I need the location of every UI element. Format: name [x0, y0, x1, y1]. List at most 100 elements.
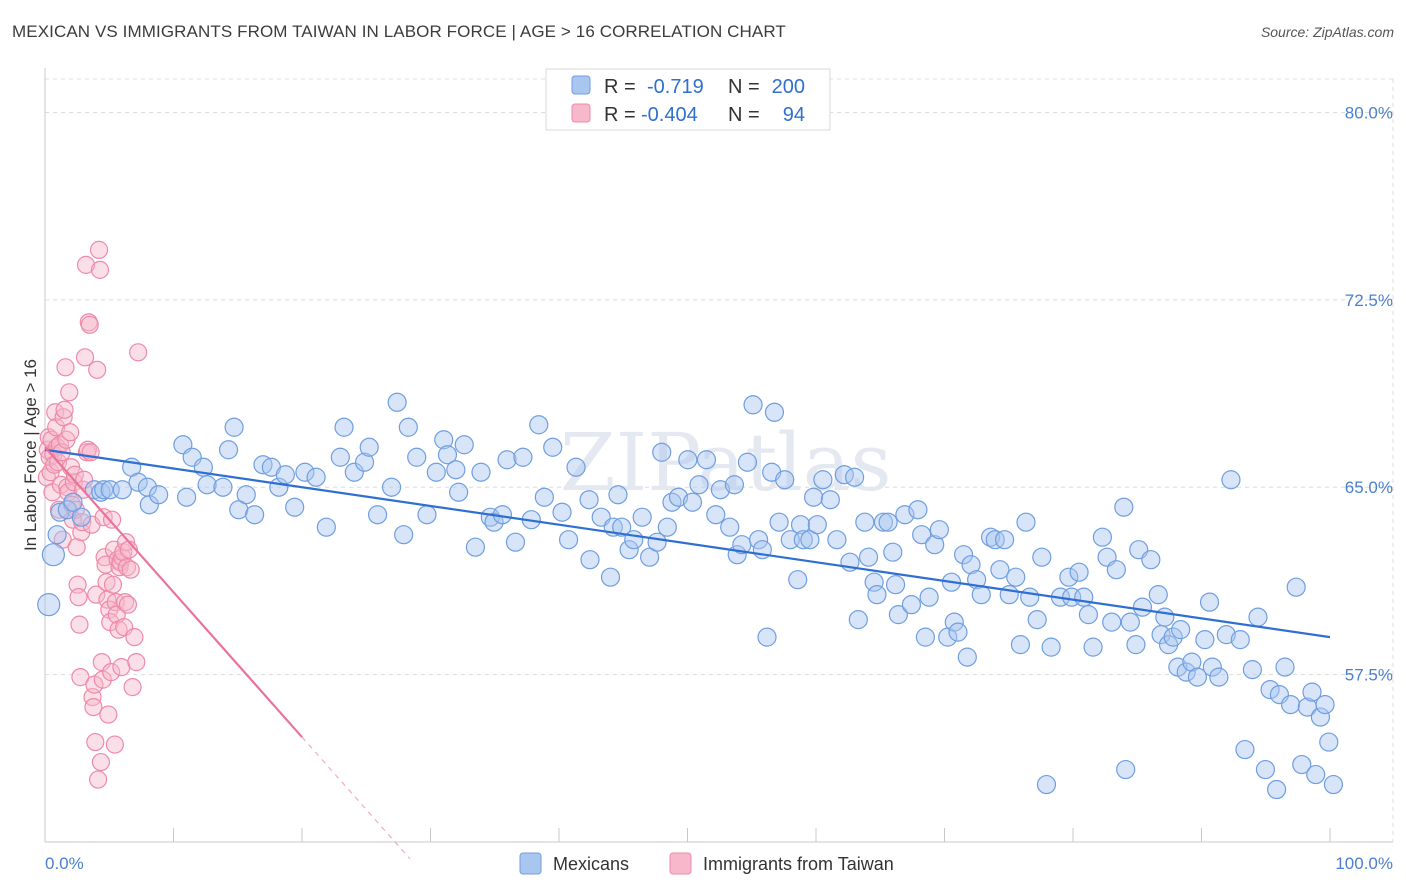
- taiwan-point-42: [76, 255, 96, 274]
- mexicans-point-45: [398, 417, 418, 437]
- mexicans-point-147: [994, 530, 1015, 550]
- mexicans-point-195: [1255, 759, 1276, 780]
- mexicans-point-81: [652, 442, 672, 462]
- legend-swatch-taiwan: [571, 103, 591, 123]
- mexicans-point-110: [807, 515, 827, 535]
- mexicans-point-161: [1074, 587, 1094, 607]
- x-tick-label-min: 0.0%: [45, 854, 84, 873]
- taiwan-point-20: [56, 358, 75, 377]
- legend-n-value-2: 94: [783, 104, 805, 126]
- taiwan-point-10: [47, 418, 66, 437]
- mexicans-point-107: [793, 530, 813, 550]
- mexicans-point-23: [218, 440, 239, 460]
- mexicans-point-193: [1242, 660, 1262, 680]
- mexicans-point-82: [657, 517, 677, 537]
- legend-bottom-label-mexicans: Mexicans: [553, 854, 629, 874]
- mexicans-point-33: [295, 462, 315, 482]
- mexicans-point-177: [1155, 607, 1175, 627]
- taiwan-point-35: [70, 615, 89, 634]
- mexicans-point-140: [957, 647, 977, 667]
- mexicans-point-9: [94, 480, 114, 500]
- taiwan-point-46: [80, 315, 99, 334]
- legend-top: R = -0.719 N = 200 R = -0.404 N = 94: [545, 68, 831, 131]
- mexicans-point-5: [63, 492, 83, 512]
- mexicans-point-197: [1267, 779, 1287, 800]
- mexicans-point-105: [788, 570, 808, 590]
- mexicans-point-109: [803, 487, 824, 507]
- legend-n-label-1: N =: [728, 76, 760, 98]
- mexicans-point-160: [1069, 562, 1089, 582]
- mexicans-point-88: [696, 450, 717, 470]
- taiwan-point-56: [89, 240, 109, 259]
- mexicans-point-21: [197, 475, 217, 495]
- mexicans-point-119: [858, 547, 879, 567]
- mexicans-point-174: [1141, 550, 1161, 570]
- taiwan-point-91: [125, 628, 144, 647]
- taiwan-point-70: [102, 510, 122, 529]
- mexicans-point-78: [632, 507, 652, 527]
- taiwan-point-19: [55, 400, 74, 419]
- taiwan-point-66: [99, 705, 118, 724]
- mexicans-point-129: [908, 500, 928, 520]
- legend-bottom-label-taiwan: Immigrants from Taiwan: [703, 854, 894, 874]
- mexicans-point-122: [873, 512, 894, 532]
- series-mexicans-points: [37, 392, 1344, 800]
- mexicans-point-133: [925, 535, 945, 555]
- mexicans-point-91: [720, 517, 740, 537]
- mexicans-point-168: [1114, 497, 1134, 517]
- taiwan-point-30: [65, 465, 84, 484]
- mexicans-point-2: [47, 525, 67, 545]
- mexicans-point-13: [128, 472, 148, 492]
- mexicans-point-192: [1235, 739, 1255, 760]
- taiwan-point-89: [121, 560, 140, 579]
- mexicans-point-75: [612, 517, 632, 537]
- mexicans-point-42: [381, 477, 402, 497]
- mexicans-point-201: [1286, 577, 1306, 597]
- taiwan-point-18: [54, 408, 73, 427]
- mexicans-point-1: [41, 543, 65, 567]
- y-tick-label-2: 72.5%: [1345, 291, 1393, 310]
- mexicans-point-154: [1032, 547, 1052, 567]
- mexicans-point-132: [919, 587, 939, 607]
- taiwan-point-93: [129, 343, 148, 362]
- mexicans-point-190: [1221, 470, 1241, 490]
- mexicans-point-47: [417, 505, 437, 525]
- mexicans-point-116: [844, 467, 865, 487]
- mexicans-point-150: [1010, 635, 1031, 655]
- mexicans-point-74: [608, 485, 628, 505]
- mexicans-point-39: [354, 452, 375, 472]
- mexicans-point-166: [1102, 612, 1122, 632]
- taiwan-point-58: [91, 752, 110, 772]
- mexicans-point-40: [359, 437, 379, 457]
- mexicans-point-196: [1260, 679, 1280, 700]
- mexicans-point-137: [944, 612, 964, 632]
- mexicans-point-128: [901, 595, 922, 615]
- mexicans-point-111: [813, 470, 833, 490]
- mexicans-point-204: [1302, 682, 1322, 702]
- mexicans-point-124: [883, 542, 903, 562]
- mexicans-point-77: [624, 530, 644, 550]
- legend-r-label-2: R =: [604, 104, 636, 126]
- mexicans-point-32: [285, 497, 305, 517]
- taiwan-point-87: [118, 595, 138, 614]
- mexicans-point-36: [330, 447, 350, 467]
- mexicans-point-35: [316, 517, 336, 537]
- mexicans-point-113: [827, 530, 847, 550]
- trend-line-taiwan-extension: [301, 736, 411, 860]
- mexicans-point-170: [1120, 612, 1140, 632]
- mexicans-point-138: [948, 622, 968, 642]
- mexicans-point-61: [513, 447, 533, 467]
- legend-swatch-mexicans: [571, 75, 591, 95]
- taiwan-point-44: [78, 440, 97, 459]
- mexicans-point-92: [724, 475, 745, 495]
- y-tick-labels: 57.5% 65.0% 72.5% 80.0%: [1345, 103, 1393, 684]
- mexicans-point-164: [1092, 527, 1112, 547]
- mexicans-point-63: [529, 415, 549, 435]
- mexicans-point-52: [449, 482, 469, 502]
- mexicans-point-156: [1041, 637, 1061, 657]
- mexicans-point-104: [780, 530, 800, 550]
- mexicans-point-60: [505, 532, 526, 552]
- mexicans-point-182: [1176, 662, 1196, 682]
- mexicans-point-89: [706, 505, 726, 525]
- mexicans-point-134: [929, 520, 949, 540]
